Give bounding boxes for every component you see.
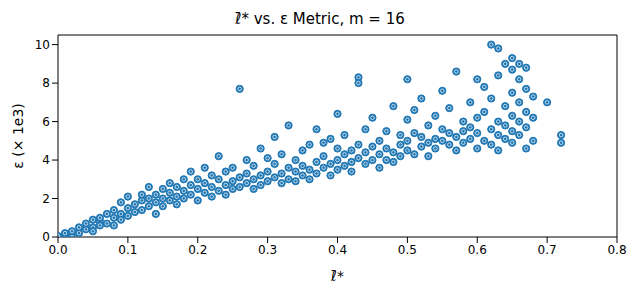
svg-text:ℓ̄*: ℓ̄* [330, 268, 344, 284]
svg-text:0: 0 [42, 230, 50, 244]
svg-text:0.1: 0.1 [118, 243, 137, 257]
svg-text:0.7: 0.7 [538, 243, 557, 257]
svg-text:2: 2 [42, 192, 50, 206]
svg-text:0.4: 0.4 [328, 243, 347, 257]
svg-text:0.6: 0.6 [468, 243, 487, 257]
html-text:ℓ̄* vs. ε Metric, m = 16: ℓ̄* vs. ε Metric, m = 16 [235, 10, 405, 28]
svg-text:0.0: 0.0 [48, 243, 67, 257]
svg-text:0.8: 0.8 [607, 243, 626, 257]
svg-text:10: 10 [35, 38, 50, 52]
svg-text:8: 8 [42, 76, 50, 90]
svg-text:0.2: 0.2 [188, 243, 207, 257]
svg-text:0.3: 0.3 [258, 243, 277, 257]
svg-text:0.5: 0.5 [398, 243, 417, 257]
svg-text:ε (× 1e3): ε (× 1e3) [10, 103, 26, 169]
svg-text:6: 6 [42, 115, 50, 129]
svg-text:4: 4 [42, 153, 50, 167]
